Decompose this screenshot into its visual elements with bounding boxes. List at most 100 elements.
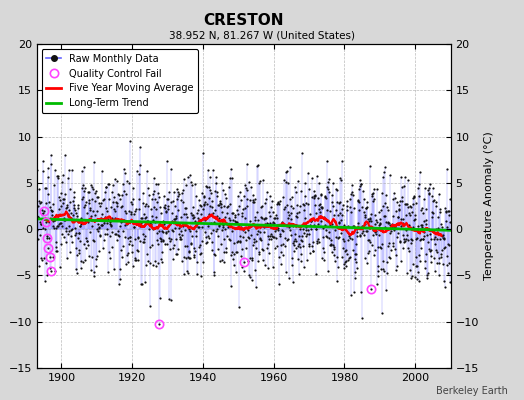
Point [351,275,359,281]
Point [134,234,143,240]
Point [438,224,446,230]
Point [176,234,184,240]
Point [189,212,198,218]
Point [267,221,276,227]
Point [121,222,129,228]
Point [312,226,320,232]
Point [62,228,70,234]
Point [222,233,231,239]
Point [346,254,354,260]
Point [33,227,41,233]
Point [342,258,350,264]
Point [156,235,164,241]
Point [70,188,79,195]
Point [338,254,346,260]
Point [193,224,202,230]
Text: Berkeley Earth: Berkeley Earth [436,386,508,396]
Point [394,221,402,227]
Point [339,245,347,251]
Point [252,245,260,252]
Point [285,209,293,216]
Point [340,260,348,267]
Point [202,201,211,207]
Point [199,206,208,212]
Point [245,179,253,185]
Point [309,239,318,245]
Point [254,228,263,234]
Point [93,193,102,200]
Point [74,230,83,236]
Point [426,181,434,187]
Point [380,224,389,230]
Point [201,228,209,235]
Point [190,214,198,220]
Point [303,227,312,234]
Point [328,248,336,255]
Point [62,204,71,210]
Point [74,202,82,208]
Point [313,173,321,179]
Point [334,235,343,241]
Point [384,207,392,213]
Point [385,220,393,226]
Point [211,188,220,195]
Point [230,262,238,268]
Point [314,206,323,212]
Point [253,209,261,216]
Point [402,211,410,218]
Point [264,241,272,248]
Point [384,220,392,226]
Point [100,220,108,226]
Point [238,210,247,216]
Point [212,228,220,234]
Point [112,199,120,205]
Point [312,226,321,233]
Point [215,202,223,208]
Point [270,244,279,251]
Point [396,223,405,229]
Point [242,184,250,191]
Point [225,236,233,243]
Point [73,205,82,211]
Point [173,186,181,192]
Point [115,233,124,239]
Point [180,211,188,218]
Point [360,209,368,215]
Point [216,197,224,204]
Point [253,162,261,169]
Point [237,224,245,230]
Point [96,232,105,239]
Point [327,242,335,248]
Point [194,214,202,221]
Point [348,181,356,188]
Point [301,227,310,234]
Point [420,258,429,264]
Point [390,190,399,197]
Point [267,230,275,237]
Point [310,194,318,201]
Point [299,201,308,208]
Point [71,230,80,236]
Point [237,253,245,259]
Point [410,216,419,223]
Point [78,168,86,174]
Point [72,266,81,272]
Point [65,207,73,213]
Point [246,255,255,262]
Point [330,244,339,250]
Point [97,221,105,228]
Point [383,270,391,276]
Point [328,221,336,227]
Point [381,164,389,170]
Point [50,217,58,224]
Point [291,184,299,190]
Point [388,223,397,229]
Point [271,228,279,234]
Point [378,310,386,316]
Point [89,208,97,214]
Point [354,207,363,213]
Title: CRESTON: CRESTON [203,12,284,28]
Point [419,209,428,216]
Point [41,185,49,192]
Point [64,228,73,234]
